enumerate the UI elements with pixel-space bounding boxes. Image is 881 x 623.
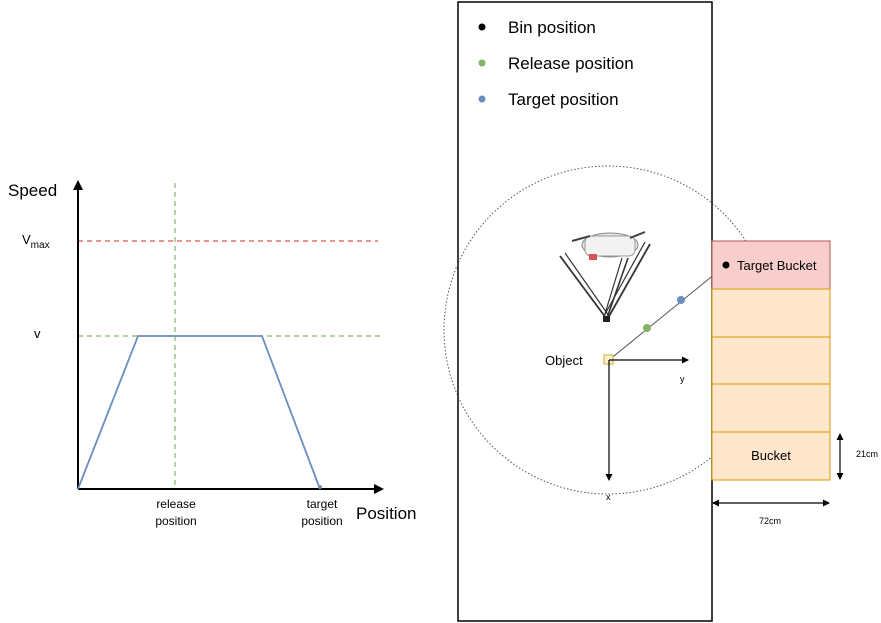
y-axis-label: y [680, 374, 685, 384]
bin-position-dot [722, 261, 730, 269]
object-label: Object [545, 353, 583, 368]
bucket-slot [711, 288, 831, 338]
target-position-dot [677, 296, 685, 304]
legend-label-bin: Bin position [508, 18, 596, 37]
legend-label-release: Release position [508, 54, 634, 73]
target-end-dot [318, 485, 322, 489]
bucket-stack: Target Bucket Bucket 21cm 72cm [711, 240, 878, 526]
legend-label-target: Target position [508, 90, 619, 109]
v-label: v [34, 326, 41, 341]
bucket-slot [711, 336, 831, 385]
target-position-label-1: target [307, 497, 338, 511]
target-bucket [711, 240, 831, 290]
bucket-slot [711, 383, 831, 433]
legend-dot-bin [478, 23, 486, 31]
bucket-label: Bucket [751, 448, 791, 463]
legend: Bin position Release position Target pos… [478, 18, 634, 109]
release-position-label-2: position [155, 514, 196, 528]
target-bucket-label: Target Bucket [737, 258, 817, 273]
x-axis-label: x [606, 492, 611, 502]
target-position-label-2: position [301, 514, 342, 528]
bucket [711, 431, 831, 481]
speed-axis-label: Speed [8, 181, 57, 200]
speed-profile-curve [77, 335, 321, 490]
speed-profile-diagram: Speed Position Vmax v release position t… [8, 180, 416, 528]
trajectory-line [608, 264, 727, 361]
position-axis-label: Position [356, 504, 416, 523]
release-position-label-1: release [156, 497, 196, 511]
legend-dot-target [478, 95, 486, 103]
bucket-width-label: 72cm [759, 516, 781, 526]
delta-robot-icon [559, 231, 651, 322]
legend-dot-release [478, 59, 486, 67]
bucket-height-label: 21cm [856, 449, 878, 459]
release-position-dot [643, 324, 651, 332]
vmax-label: Vmax [22, 232, 50, 251]
